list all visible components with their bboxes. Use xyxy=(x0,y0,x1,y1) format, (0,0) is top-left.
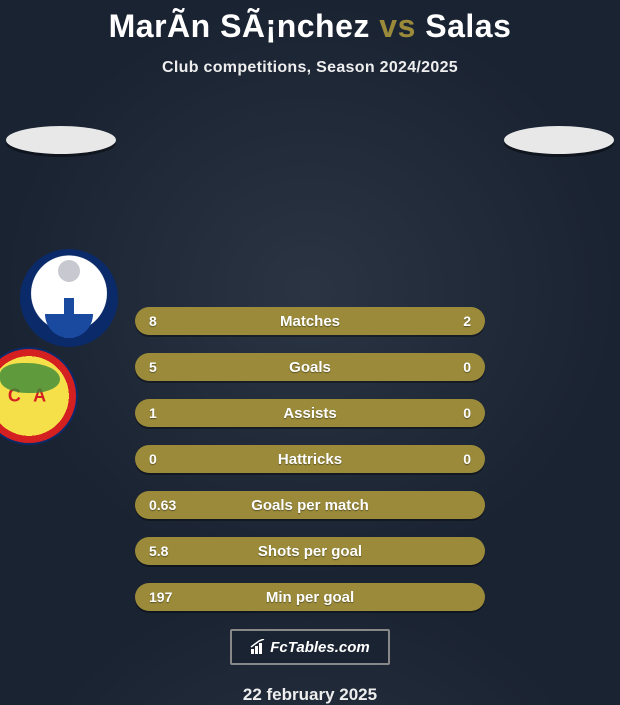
stat-row: 5 Goals 0 xyxy=(135,353,485,381)
stat-left-value: 1 xyxy=(149,405,157,421)
stat-label: Shots per goal xyxy=(135,543,485,560)
player2-silhouette xyxy=(504,126,614,154)
player1-name: MarÃ­n SÃ¡nchez xyxy=(109,8,370,44)
stat-left-value: 0.63 xyxy=(149,497,176,513)
stats-block: 8 Matches 2 5 Goals 0 1 Assists 0 0 Hatt… xyxy=(135,307,485,611)
comparison-title: MarÃ­n SÃ¡nchez vs Salas xyxy=(0,8,620,45)
stat-label: Goals per match xyxy=(135,497,485,514)
stat-row: 5.8 Shots per goal xyxy=(135,537,485,565)
stat-row: 0.63 Goals per match xyxy=(135,491,485,519)
chart-icon xyxy=(250,639,266,655)
stat-label: Matches xyxy=(135,313,485,330)
stat-row: 1 Assists 0 xyxy=(135,399,485,427)
stat-label: Assists xyxy=(135,405,485,422)
player2-name: Salas xyxy=(425,8,511,44)
stat-left-value: 5 xyxy=(149,359,157,375)
club-logo-left xyxy=(20,249,118,347)
stat-left-value: 5.8 xyxy=(149,543,168,559)
stat-left-value: 8 xyxy=(149,313,157,329)
club-logo-right xyxy=(0,347,78,445)
stat-row: 197 Min per goal xyxy=(135,583,485,611)
season-subtitle: Club competitions, Season 2024/2025 xyxy=(0,59,620,77)
stat-right-value: 2 xyxy=(463,313,471,329)
brand-text: FcTables.com xyxy=(270,639,369,656)
stat-row: 0 Hattricks 0 xyxy=(135,445,485,473)
comparison-date: 22 february 2025 xyxy=(0,685,620,705)
stat-label: Hattricks xyxy=(135,451,485,468)
player1-silhouette xyxy=(6,126,116,154)
stat-label: Min per goal xyxy=(135,589,485,606)
stat-left-value: 197 xyxy=(149,589,172,605)
stat-left-value: 0 xyxy=(149,451,157,467)
stat-right-value: 0 xyxy=(463,359,471,375)
stat-right-value: 0 xyxy=(463,405,471,421)
stat-row: 8 Matches 2 xyxy=(135,307,485,335)
brand-box: FcTables.com xyxy=(230,629,390,665)
vs-separator: vs xyxy=(379,8,416,44)
stat-right-value: 0 xyxy=(463,451,471,467)
stat-label: Goals xyxy=(135,359,485,376)
